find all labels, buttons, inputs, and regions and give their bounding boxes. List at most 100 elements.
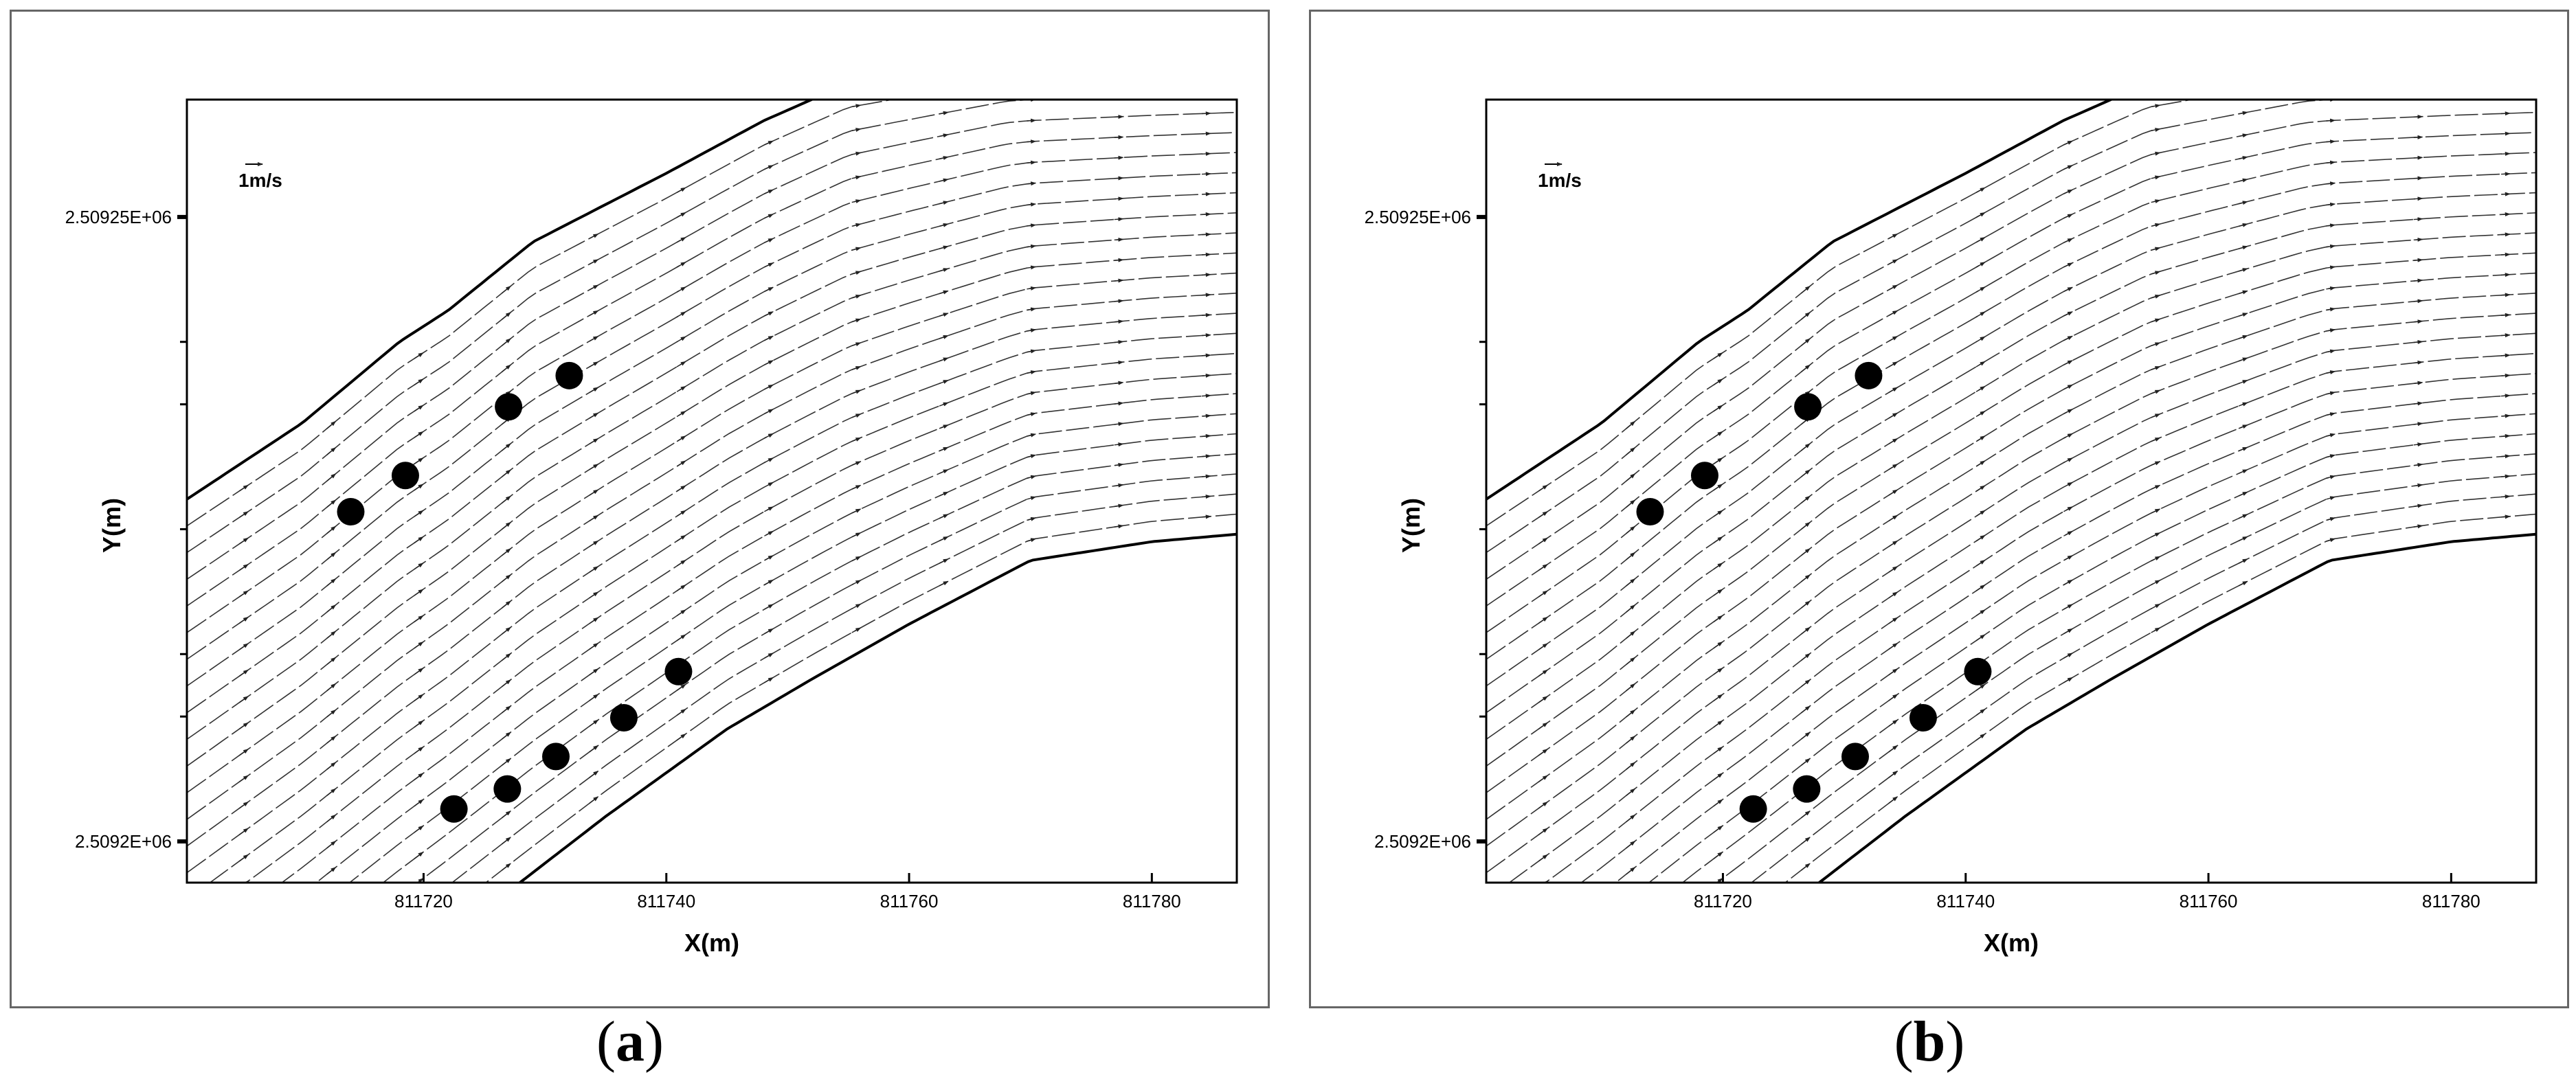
velocity-vector	[1713, 378, 1723, 385]
velocity-vector	[2326, 475, 2336, 479]
velocity-vector	[2238, 469, 2248, 474]
vector-row	[280, 393, 1237, 883]
velocity-vector	[1027, 286, 1037, 291]
velocity-vector	[2063, 165, 2074, 170]
velocity-vector	[326, 552, 337, 560]
velocity-vector	[2151, 151, 2161, 156]
velocity-vector	[589, 412, 599, 419]
velocity-vector	[1626, 999, 1635, 1006]
velocity-vector	[1114, 299, 1124, 304]
velocity-vector	[326, 631, 337, 639]
pier-marker	[1855, 361, 1883, 389]
velocity-vector	[2501, 252, 2511, 257]
velocity-vector	[2413, 217, 2423, 222]
velocity-vector	[676, 187, 686, 193]
vector-row	[243, 373, 1237, 883]
velocity-vector	[1800, 495, 1811, 503]
reference-vector-label: 1m/s	[1538, 170, 1582, 191]
velocity-vector	[2501, 495, 2511, 499]
velocity-vector	[1027, 181, 1037, 186]
velocity-vector	[589, 464, 599, 471]
vector-row	[327, 513, 1237, 1006]
velocity-vector	[676, 435, 686, 442]
vector-field	[1486, 100, 2536, 1006]
velocity-vector	[1975, 336, 1986, 343]
left-bank	[187, 100, 816, 501]
velocity-vector	[2063, 335, 2074, 341]
panel-a-caption: (a)	[596, 1010, 664, 1074]
velocity-vector	[1626, 788, 1636, 796]
vector-row	[209, 352, 1237, 883]
pier-marker	[1636, 498, 1664, 525]
velocity-vector	[239, 537, 249, 545]
velocity-vector	[851, 175, 862, 180]
velocity-vector	[676, 634, 686, 642]
velocity-vector	[1626, 709, 1636, 718]
velocity-vector	[1202, 353, 1211, 358]
velocity-vector	[2326, 496, 2336, 501]
velocity-vector	[1114, 319, 1124, 324]
velocity-vector	[501, 705, 511, 714]
vector-row	[1626, 513, 2536, 1006]
velocity-vector	[239, 564, 249, 571]
vector-row	[187, 272, 1237, 793]
velocity-vector	[2151, 508, 2161, 514]
velocity-vector	[2326, 139, 2336, 144]
panel-b-frame	[1309, 10, 2569, 1008]
velocity-vector	[676, 609, 686, 617]
velocity-vector	[2238, 536, 2248, 542]
velocity-vector	[1027, 223, 1037, 228]
velocity-vector	[764, 457, 774, 464]
velocity-vector	[1538, 696, 1548, 703]
velocity-vector	[2238, 491, 2248, 497]
velocity-vector	[501, 837, 511, 845]
velocity-vector	[939, 424, 949, 429]
velocity-vector	[1626, 604, 1636, 613]
velocity-vector	[2413, 401, 2423, 406]
velocity-vector	[1626, 946, 1635, 953]
velocity-vector	[764, 335, 774, 341]
vector-row	[187, 100, 1046, 554]
velocity-vector	[327, 999, 336, 1006]
velocity-vector	[589, 387, 599, 394]
vector-row	[187, 100, 896, 527]
velocity-vector	[1975, 435, 1986, 442]
x-tick-label: 811740	[1936, 891, 1995, 911]
velocity-vector	[2063, 409, 2074, 414]
velocity-vector	[939, 357, 949, 362]
velocity-vector	[1713, 589, 1723, 596]
velocity-vector	[764, 555, 774, 561]
velocity-vector	[851, 128, 862, 132]
velocity-vector	[1975, 361, 1986, 367]
velocity-vector	[2238, 558, 2248, 564]
velocity-vector	[939, 446, 949, 452]
velocity-vector	[1800, 600, 1811, 609]
velocity-vector	[2238, 133, 2248, 138]
velocity-vector	[939, 536, 949, 542]
velocity-vector	[414, 431, 424, 438]
velocity-vector	[327, 894, 336, 900]
velocity-vector	[1538, 669, 1548, 677]
vector-row	[416, 473, 1237, 883]
velocity-vector	[1713, 563, 1723, 570]
vector-row	[1648, 433, 2536, 883]
velocity-vector	[2238, 446, 2248, 452]
velocity-vector	[589, 310, 599, 317]
velocity-vector	[1800, 705, 1811, 714]
velocity-vector	[676, 311, 686, 318]
velocity-vector	[1713, 799, 1723, 807]
velocity-vector	[1713, 668, 1723, 675]
velocity-vector	[1713, 457, 1723, 464]
velocity-vector	[414, 615, 424, 622]
velocity-vector	[501, 811, 511, 819]
velocity-vector	[2326, 286, 2336, 291]
vector-row	[187, 232, 1237, 740]
velocity-vector	[326, 473, 337, 481]
panel-b-caption-letter: b	[1913, 1010, 1946, 1074]
velocity-vector	[1800, 338, 1811, 346]
velocity-vector	[1626, 446, 1636, 455]
velocity-vector	[2238, 201, 2248, 205]
velocity-vector	[1975, 286, 1986, 293]
x-axis-label: X(m)	[1984, 929, 2039, 957]
velocity-vector	[1114, 524, 1124, 529]
